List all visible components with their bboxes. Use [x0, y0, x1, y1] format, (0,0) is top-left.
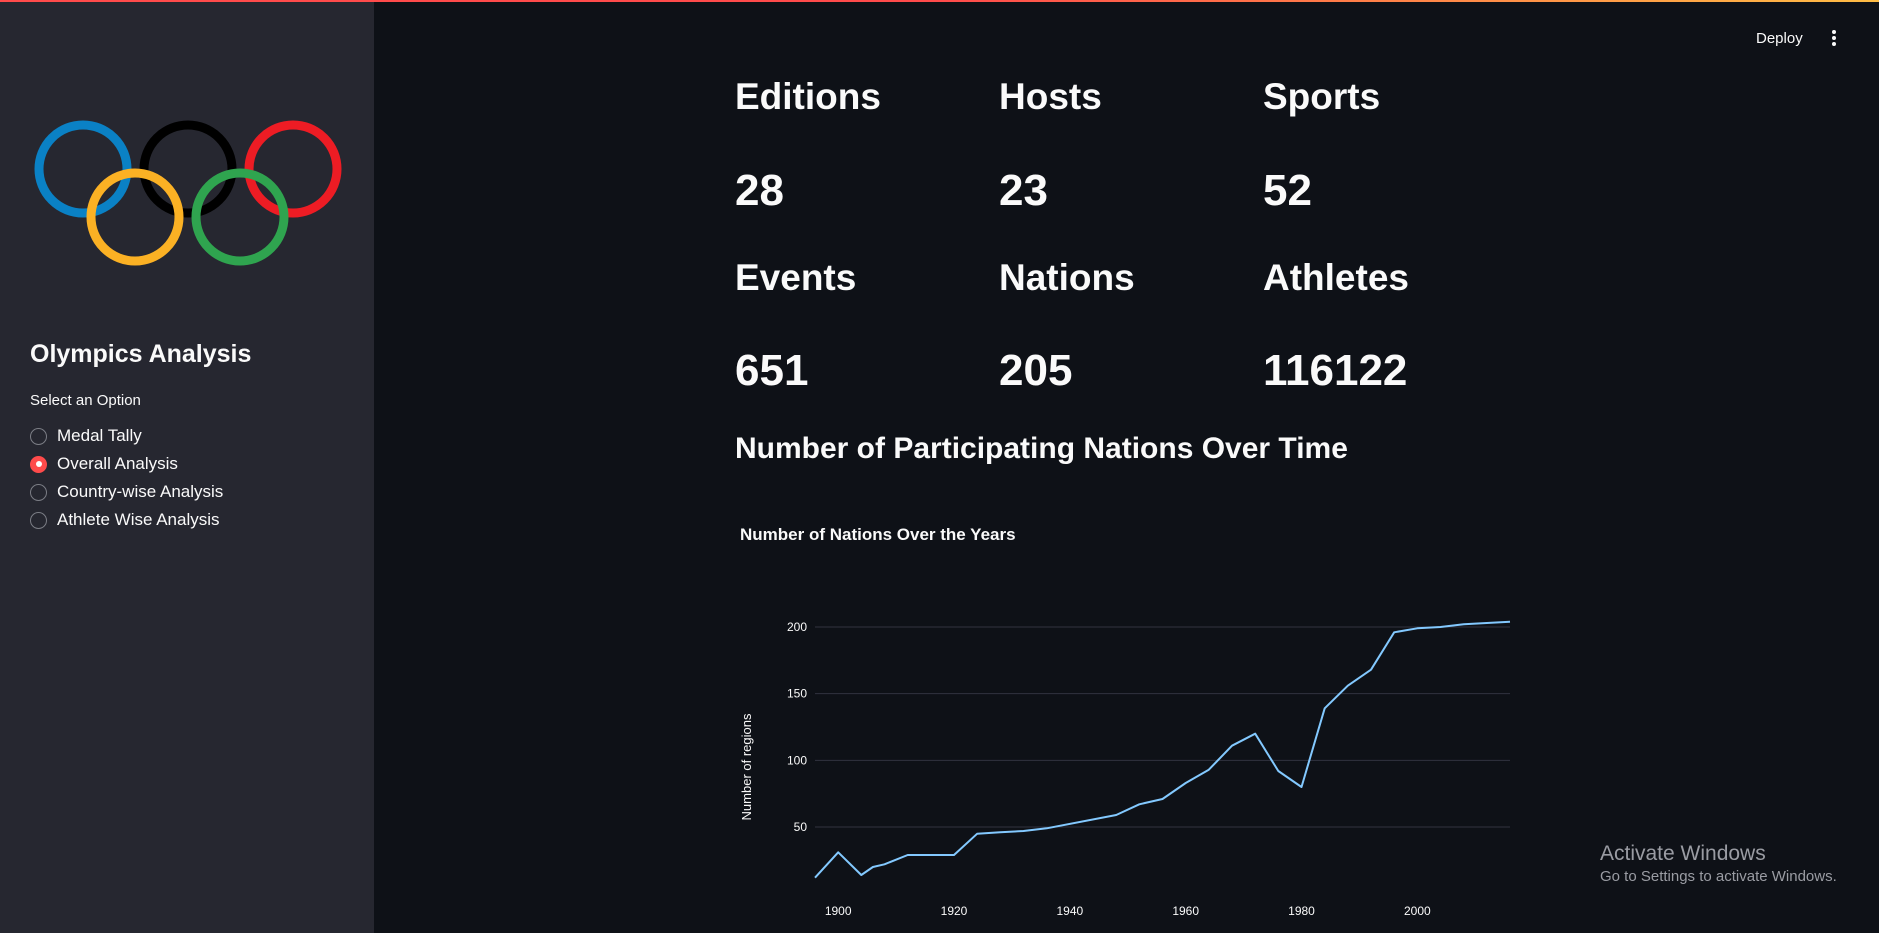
- metric-value-hosts: 23: [999, 166, 1048, 215]
- metric-label-editions: Editions: [735, 76, 881, 117]
- radio-option-label: Medal Tally: [57, 426, 142, 445]
- chart-canvas: 50 100 150 200 1900 1920 1940 1960 1980 2000 Numbe…: [739, 618, 1514, 918]
- data-point[interactable]: [996, 828, 1004, 836]
- analysis-option-radio-group: Medal Tally Overall Analysis Country-wise …: [30, 422, 223, 534]
- radio-option-label: Overall Analysis: [57, 454, 178, 473]
- olympic-ring-1: [34, 120, 132, 218]
- data-point[interactable]: [1228, 742, 1236, 750]
- x-tick-label: 1940: [1056, 904, 1083, 918]
- radio-unselected-icon[interactable]: [30, 427, 47, 445]
- data-point[interactable]: [1135, 800, 1143, 808]
- metric-value-events: 651: [735, 346, 809, 395]
- metric-value-editions: 28: [735, 166, 784, 215]
- y-axis-label: Number of regions: [739, 713, 754, 820]
- nations-line-chart[interactable]: 50 100 150 200 1900 1920 1940 1960 1980 2000 Numbe…: [735, 515, 1515, 933]
- data-point[interactable]: [1182, 779, 1190, 787]
- olympic-ring-3: [244, 120, 342, 218]
- y-tick-label: 200: [787, 620, 807, 634]
- data-point[interactable]: [1483, 619, 1491, 627]
- data-point[interactable]: [1413, 624, 1421, 632]
- section-heading: Number of Participating Nations Over Tim…: [735, 432, 1348, 465]
- radio-option-athlete-wise-analysis[interactable]: Athlete Wise Analysis: [30, 506, 223, 534]
- radio-group-label: Select an Option: [30, 392, 141, 409]
- data-point[interactable]: [1251, 730, 1259, 738]
- y-tick-label: 50: [794, 820, 808, 834]
- data-point[interactable]: [811, 874, 819, 882]
- data-point[interactable]: [1274, 767, 1282, 775]
- sidebar-title: Olympics Analysis: [30, 340, 252, 368]
- chart-title: Number of Nations Over the Years: [740, 525, 1016, 544]
- kebab-menu-icon[interactable]: [1826, 27, 1842, 49]
- data-point[interactable]: [1020, 827, 1028, 835]
- series-line-nations: [814, 620, 1511, 879]
- y-tick-label: 150: [787, 687, 807, 701]
- sidebar: Olympics Analysis Select an Option Medal…: [0, 0, 374, 933]
- radio-option-label: Country-wise Analysis: [57, 482, 224, 501]
- data-point[interactable]: [857, 871, 865, 879]
- olympic-rings-logo: [30, 115, 350, 270]
- data-point[interactable]: [950, 851, 958, 859]
- radio-unselected-icon[interactable]: [30, 483, 47, 501]
- radio-unselected-icon[interactable]: [30, 511, 47, 529]
- data-point[interactable]: [1321, 704, 1329, 712]
- radio-option-overall-analysis[interactable]: Overall Analysis: [30, 450, 223, 478]
- radio-option-medal-tally[interactable]: Medal Tally: [30, 422, 223, 450]
- metric-label-hosts: Hosts: [999, 76, 1102, 117]
- data-point[interactable]: [1298, 783, 1306, 791]
- data-point[interactable]: [1205, 766, 1213, 774]
- data-point[interactable]: [1506, 618, 1514, 626]
- metric-value-athletes: 116122: [1263, 346, 1408, 395]
- x-tick-label: 1960: [1172, 904, 1199, 918]
- data-point[interactable]: [1460, 620, 1468, 628]
- radio-option-label: Athlete Wise Analysis: [57, 510, 220, 529]
- metric-label-sports: Sports: [1263, 76, 1381, 117]
- data-point[interactable]: [1367, 666, 1375, 674]
- x-tick-label: 2000: [1404, 904, 1431, 918]
- activate-windows-watermark-title: Activate Windows: [1600, 842, 1766, 865]
- data-point[interactable]: [1159, 795, 1167, 803]
- data-point[interactable]: [1344, 682, 1352, 690]
- data-point[interactable]: [869, 863, 877, 871]
- data-point[interactable]: [881, 860, 889, 868]
- activate-windows-watermark-subtitle: Go to Settings to activate Windows.: [1600, 868, 1837, 885]
- metric-value-nations: 205: [999, 346, 1073, 395]
- data-point[interactable]: [834, 848, 842, 856]
- data-point[interactable]: [973, 830, 981, 838]
- olympic-ring-4: [86, 168, 184, 266]
- radio-selected-icon[interactable]: [30, 455, 47, 473]
- metric-label-athletes: Athletes: [1263, 257, 1409, 298]
- data-point[interactable]: [904, 851, 912, 859]
- metric-value-sports: 52: [1263, 166, 1312, 215]
- radio-option-country-wise-analysis[interactable]: Country-wise Analysis: [30, 478, 223, 506]
- x-tick-label: 1920: [941, 904, 968, 918]
- metric-label-nations: Nations: [999, 257, 1135, 298]
- data-point[interactable]: [1112, 811, 1120, 819]
- olympic-ring-5: [191, 168, 289, 266]
- y-tick-label: 100: [787, 753, 807, 767]
- data-point[interactable]: [1437, 623, 1445, 631]
- x-tick-label: 1900: [825, 904, 852, 918]
- olympic-ring-2: [139, 120, 237, 218]
- deploy-button[interactable]: Deploy: [1756, 30, 1803, 47]
- data-point[interactable]: [1390, 628, 1398, 636]
- x-tick-label: 1980: [1288, 904, 1315, 918]
- metric-label-events: Events: [735, 257, 857, 298]
- data-point[interactable]: [1043, 824, 1051, 832]
- top-accent-bar: [0, 0, 1879, 2]
